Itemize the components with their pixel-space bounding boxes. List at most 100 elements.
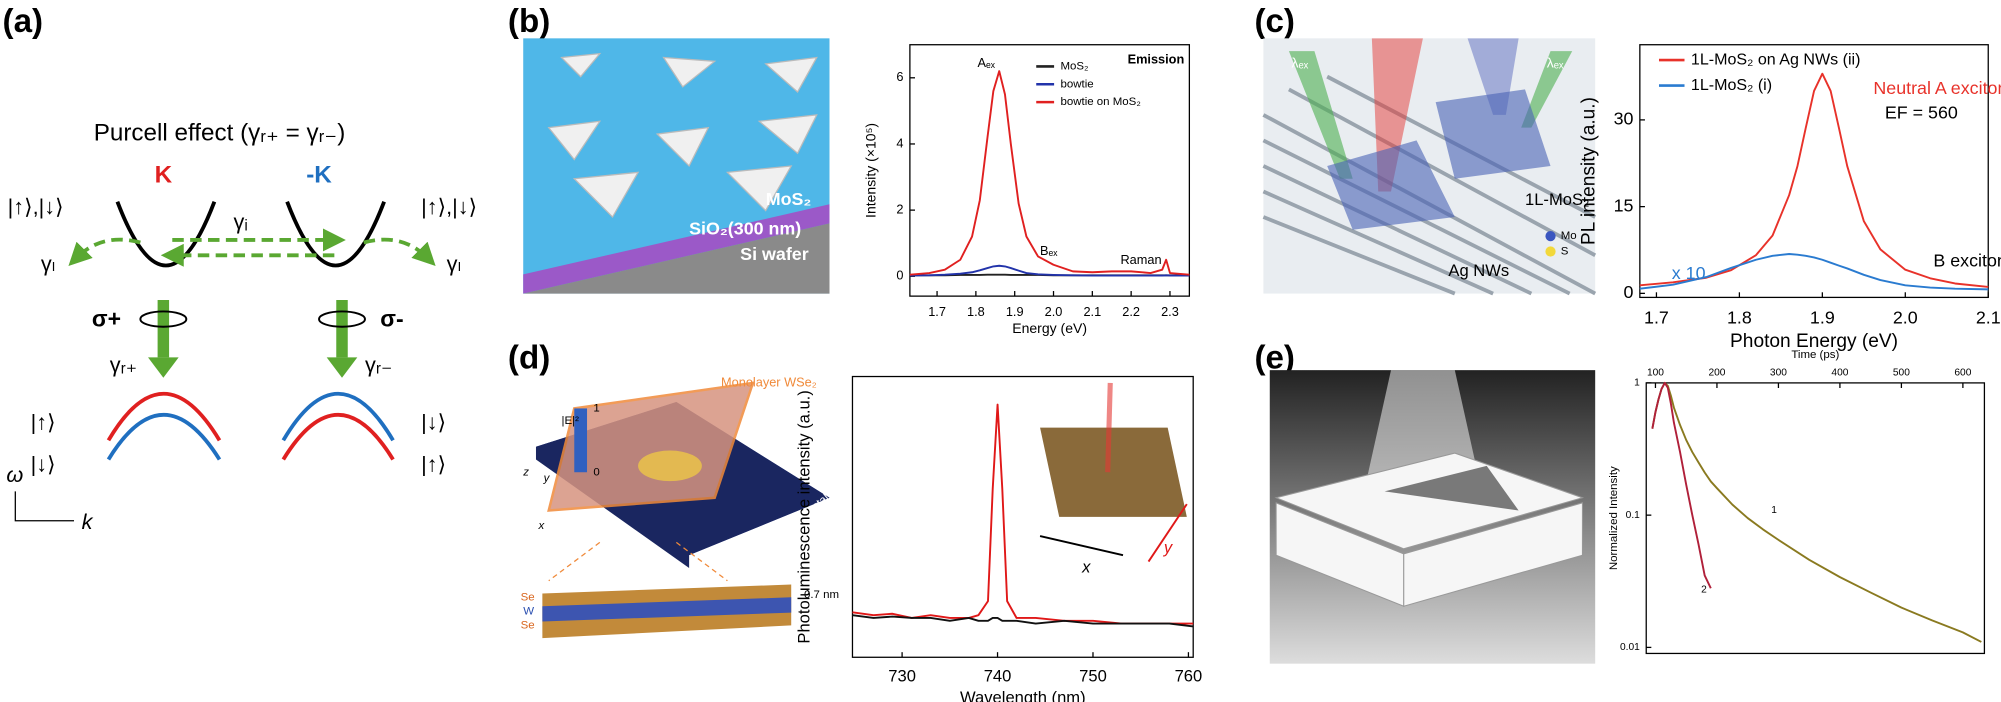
x-tick-label: 2.0	[1893, 307, 1918, 327]
x-axis-label: Photon Energy (eV)	[1730, 331, 1898, 352]
x-tick-label: 400	[1831, 367, 1848, 378]
band	[106, 391, 222, 442]
series-line	[1639, 72, 1989, 288]
annotation: Raman	[1120, 252, 1161, 267]
legend-label: bowtie on MoS₂	[1060, 96, 1140, 108]
flake	[1384, 465, 1519, 511]
stack	[1274, 452, 1585, 607]
wire-label: Ag NWs	[1448, 261, 1509, 280]
axis-label: x	[538, 520, 546, 532]
legend-label: MoS₂	[1060, 60, 1088, 72]
panel-label: (b)	[508, 3, 550, 40]
atom-label: Se	[521, 619, 535, 631]
lattice	[542, 597, 792, 622]
rate-label: γᵢ	[234, 209, 248, 234]
thickness-label: 0.7 nm	[804, 589, 839, 601]
illustration-c: λₑₓ λₑₓ 1L-MoS₂ Ag NWs Mo S	[1262, 38, 1597, 296]
atom-label: W	[523, 605, 534, 617]
level-label: |↑⟩	[421, 452, 446, 477]
legend-dot	[1545, 246, 1556, 257]
inset	[1040, 427, 1187, 517]
panel-a: Purcell effect (γᵣ₊ = γᵣ₋) K -K |↑⟩,|↓⟩ …	[6, 119, 477, 534]
layer-label: MoS₂	[766, 189, 812, 209]
flake-label: 1L-MoS₂	[1525, 190, 1589, 209]
field	[638, 450, 702, 482]
illustration-b: MoS₂ SiO₂(300 nm) Si wafer	[523, 38, 830, 294]
charts: 1.7 1.8 1.9 2.0 2.1 2.2 2.3 0 2 4 6 Energy (eV) Inte…	[794, 44, 2001, 702]
zoom-line	[548, 541, 601, 582]
legend-label: 1L-MoS₂ (i)	[1691, 76, 1772, 94]
y-axis-label: Photoluminescence intensity (a.u.)	[794, 390, 813, 643]
atom-label: Se	[521, 591, 535, 603]
axis-label: ω	[6, 462, 23, 487]
state-label: |↑⟩,|↓⟩	[421, 194, 477, 219]
rate-label: γₗ	[447, 251, 461, 276]
sigma-label: σ+	[92, 305, 121, 331]
band	[285, 201, 386, 268]
x-tick-label: 750	[1079, 667, 1107, 686]
y-tick-label: 0	[896, 268, 903, 283]
x-tick-label: 2.1	[1976, 307, 2001, 327]
annotation: EF = 560	[1885, 102, 1958, 122]
annotation: x	[1081, 557, 1091, 576]
rate-label: γᵣ₋	[365, 352, 393, 377]
x-tick-label: 1.9	[1006, 304, 1024, 319]
valley-label: K	[155, 162, 173, 189]
x-tick-label: 1.9	[1810, 307, 1835, 327]
emission-arrow	[148, 357, 179, 378]
x-axis-label: Time (ps)	[1791, 349, 1839, 361]
x-tick-label: 2.2	[1122, 304, 1140, 319]
axis-label: z	[522, 466, 529, 478]
series-line	[1651, 381, 1712, 589]
y-tick-label: 0.1	[1626, 510, 1640, 521]
band	[281, 391, 395, 442]
series-line	[852, 614, 1194, 628]
x-tick-label: 730	[888, 667, 916, 686]
annotation: Bₑₓ	[1040, 243, 1058, 258]
beam-label: λₑₓ	[1291, 55, 1308, 71]
legend-label: bowtie	[1060, 78, 1093, 90]
colorbar	[574, 408, 588, 473]
illustration-d: |E|² 1 0 Monolayer WSe₂ Photonic crystal…	[521, 374, 857, 639]
series-line	[909, 264, 1190, 277]
y-axis-label: PL intensity (a.u.)	[1578, 97, 1599, 245]
x-tick-label: 740	[984, 667, 1012, 686]
x-tick-label: 200	[1708, 367, 1725, 378]
x-tick-label: 300	[1770, 367, 1787, 378]
beam	[1521, 51, 1573, 128]
transition-arrow	[363, 237, 436, 266]
monolayer-label: Monolayer WSe₂	[721, 374, 817, 389]
valley-label: -K	[306, 162, 332, 189]
plot-frame	[909, 44, 1191, 297]
x-tick-label: 1.8	[1727, 307, 1752, 327]
plot-frame	[1639, 44, 1989, 299]
x-tick-label: 760	[1175, 667, 1203, 686]
flake	[1327, 140, 1455, 230]
y-tick-label: 2	[896, 201, 903, 216]
colorbar-tick: 0	[593, 466, 599, 478]
atom-label: S	[1561, 245, 1569, 257]
x-tick-label: 1.7	[928, 304, 946, 319]
y-axis-label: Normalized Intensity	[1608, 466, 1620, 570]
panel-label: (a)	[3, 3, 44, 40]
y-tick-label: 15	[1614, 195, 1634, 215]
x-tick-label: 1.7	[1644, 307, 1669, 327]
annotation: B exciton	[1933, 250, 2001, 270]
rate-label: γᵣ₊	[110, 352, 137, 377]
colorbar-tick: 1	[593, 402, 599, 414]
emission-arrow	[326, 357, 358, 378]
x-tick-label: 100	[1647, 367, 1664, 378]
axis-label: y	[543, 473, 551, 485]
atom-label: Mo	[1561, 230, 1577, 242]
state-label: |↑⟩,|↓⟩	[8, 194, 64, 219]
plot-frame	[1645, 382, 1986, 655]
polarization	[139, 310, 188, 328]
layer-label: Si wafer	[740, 244, 809, 264]
level-label: |↓⟩	[31, 452, 56, 477]
panel-label: (c)	[1254, 3, 1295, 40]
beam	[1288, 51, 1353, 179]
band	[281, 412, 395, 461]
transition-arrow	[68, 237, 141, 266]
